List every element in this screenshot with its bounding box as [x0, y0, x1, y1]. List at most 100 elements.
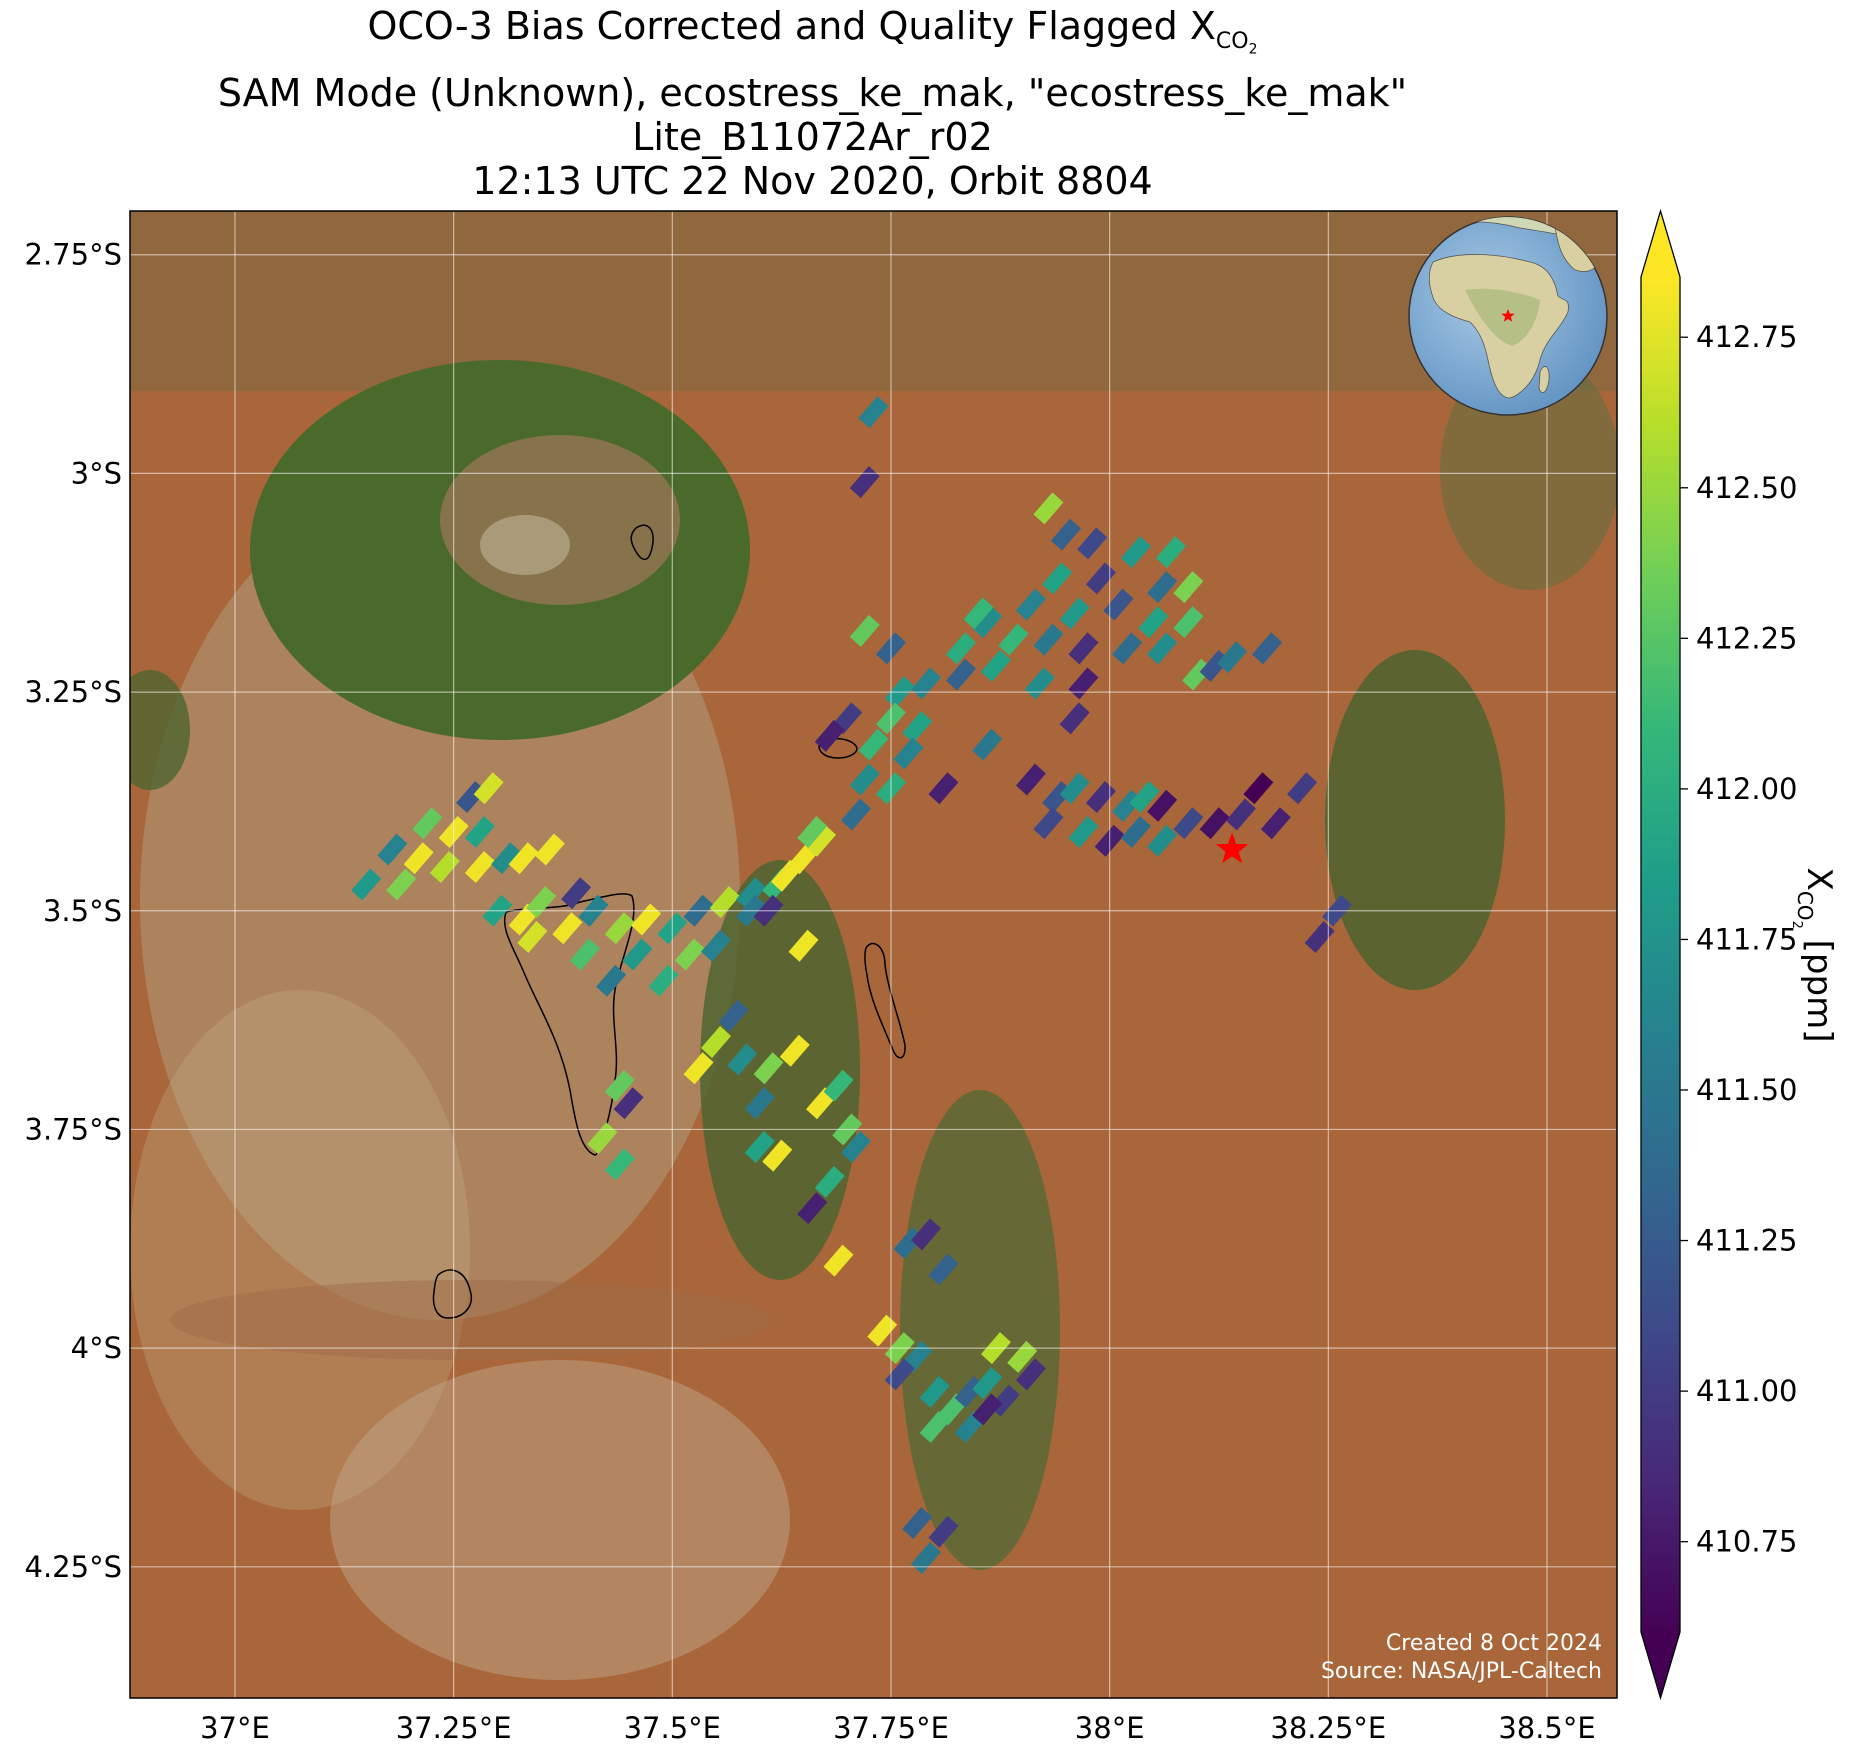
lake-chala-outline — [818, 737, 858, 759]
terrain-background — [130, 211, 1617, 1698]
sounding-footprint — [561, 877, 592, 910]
svg-text:XCO2 [ppm]: XCO2 [ppm] — [1789, 868, 1839, 1043]
sounding-footprint — [928, 772, 959, 805]
sounding-footprint — [569, 938, 600, 971]
sounding-footprint — [1068, 667, 1099, 700]
colorbar-tick-label: 410.75 — [1696, 1525, 1797, 1559]
sounding-footprint — [806, 824, 837, 857]
sounding-footprint — [604, 1148, 635, 1181]
sounding-footprint — [1059, 702, 1090, 735]
sounding-footprint — [1015, 1358, 1046, 1391]
sounding-footprint — [928, 1253, 959, 1286]
longitude-tick-label: 37.5°E — [624, 1711, 721, 1745]
longitude-tick-labels: 37°E 37.25°E 37.5°E 37.75°E 38°E 38.25°E 38.5°… — [200, 1711, 1596, 1745]
sounding-footprint — [351, 868, 382, 901]
sounding-footprint — [1147, 571, 1178, 604]
sounding-footprint — [701, 1025, 732, 1058]
sounding-footprint — [1015, 763, 1046, 796]
kilimanjaro-outline — [630, 524, 654, 560]
sounding-footprint — [1243, 772, 1274, 805]
colorbar-tick-label: 411.50 — [1696, 1073, 1797, 1107]
sounding-footprint — [972, 1367, 1003, 1400]
latitude-tick-label: 3.25°S — [25, 675, 122, 709]
sounding-footprint — [1068, 632, 1099, 665]
sounding-footprint — [910, 667, 941, 700]
sounding-footprint — [1287, 772, 1318, 805]
sounding-footprint — [403, 842, 434, 875]
sounding-footprint — [587, 1122, 618, 1155]
title-line-2: SAM Mode (Unknown), ecostress_ke_mak, "e… — [217, 70, 1408, 115]
sounding-footprint — [893, 737, 924, 770]
sounding-footprint — [1129, 781, 1160, 814]
sounding-footprint — [631, 903, 662, 936]
sounding-footprint — [1007, 1340, 1038, 1373]
target-site-star-icon — [1216, 832, 1249, 864]
sounding-footprint — [867, 1314, 898, 1347]
latitude-tick-label: 3.75°S — [25, 1112, 122, 1146]
sounding-footprint — [1050, 518, 1081, 551]
colorbar-tick-label: 411.75 — [1696, 922, 1797, 956]
sounding-footprint — [386, 868, 417, 901]
sounding-footprint — [823, 1244, 854, 1277]
longitude-tick-label: 38.5°E — [1498, 1711, 1595, 1745]
sounding-footprint — [429, 851, 460, 884]
source-credit-text: Source: NASA/JPL-Caltech — [1320, 1659, 1602, 1684]
sounding-footprint — [534, 833, 565, 866]
swamp-outline — [864, 942, 906, 1059]
sounding-footprint — [1103, 588, 1134, 621]
sounding-footprint — [1304, 921, 1335, 954]
colorbar-tick-label: 411.00 — [1696, 1374, 1797, 1408]
latitude-tick-label: 3.5°S — [43, 894, 122, 928]
sounding-footprint — [919, 1375, 950, 1408]
sounding-footprint — [919, 1410, 950, 1443]
colorbar-ticks: 410.75 411.00 411.25 411.50 411.75 412.00 412.… — [1680, 320, 1797, 1559]
sounding-footprint — [841, 798, 872, 831]
longitude-tick-label: 38°E — [1075, 1711, 1145, 1745]
sounding-footprint — [1147, 632, 1178, 665]
sounding-footprint — [1068, 816, 1099, 849]
sounding-footprint — [709, 886, 740, 919]
africa-globe-icon — [1408, 216, 1608, 416]
sounding-footprint — [1042, 562, 1073, 595]
sounding-footprint — [674, 938, 705, 971]
sounding-footprint — [473, 772, 504, 805]
sounding-footprint — [823, 1069, 854, 1102]
sounding-footprint — [972, 728, 1003, 761]
sounding-footprint — [1033, 623, 1064, 656]
colorbar-tick-label: 411.25 — [1696, 1224, 1797, 1258]
sounding-footprint — [1015, 588, 1046, 621]
map-frame — [129, 210, 1618, 1699]
sounding-footprint — [797, 816, 828, 849]
sounding-footprint — [779, 1034, 810, 1067]
sounding-footprint — [797, 1192, 828, 1225]
sounding-footprint — [884, 1358, 915, 1391]
sounding-footprint — [1024, 667, 1055, 700]
sounding-footprint — [972, 1393, 1003, 1426]
longitude-tick-label: 38.25°E — [1270, 1711, 1386, 1745]
title-line-4: 12:13 UTC 22 Nov 2020, Orbit 8804 — [472, 158, 1153, 203]
sounding-footprint — [841, 1130, 872, 1163]
sounding-footprint — [744, 1087, 775, 1120]
sounding-footprint — [613, 1087, 644, 1120]
latitude-tick-label: 3°S — [71, 456, 122, 490]
sounding-footprint — [622, 938, 653, 971]
sounding-footprint — [517, 921, 548, 954]
colorbar: 410.75 411.00 411.25 411.50 411.75 412.00 412.… — [1640, 208, 1839, 1701]
sounding-footprint — [849, 763, 880, 796]
globe-target-star-icon — [1501, 309, 1515, 322]
sounding-footprint — [377, 833, 408, 866]
latitude-tick-label: 4.25°S — [25, 1550, 122, 1584]
sounding-footprint — [1077, 527, 1108, 560]
sounding-footprint — [683, 1052, 714, 1085]
sounding-footprint — [526, 886, 557, 919]
latitude-tick-label: 2.75°S — [25, 238, 122, 272]
small-lake-outline — [432, 1269, 472, 1319]
sounding-footprint — [596, 964, 627, 997]
sounding-footprint — [604, 1069, 635, 1102]
colorbar-extend-max — [1641, 211, 1680, 277]
colorbar-label: XCO2 [ppm] — [1789, 868, 1839, 1043]
sounding-footprint — [1033, 807, 1064, 840]
sounding-footprint — [858, 728, 889, 761]
sounding-footprint — [491, 842, 522, 875]
